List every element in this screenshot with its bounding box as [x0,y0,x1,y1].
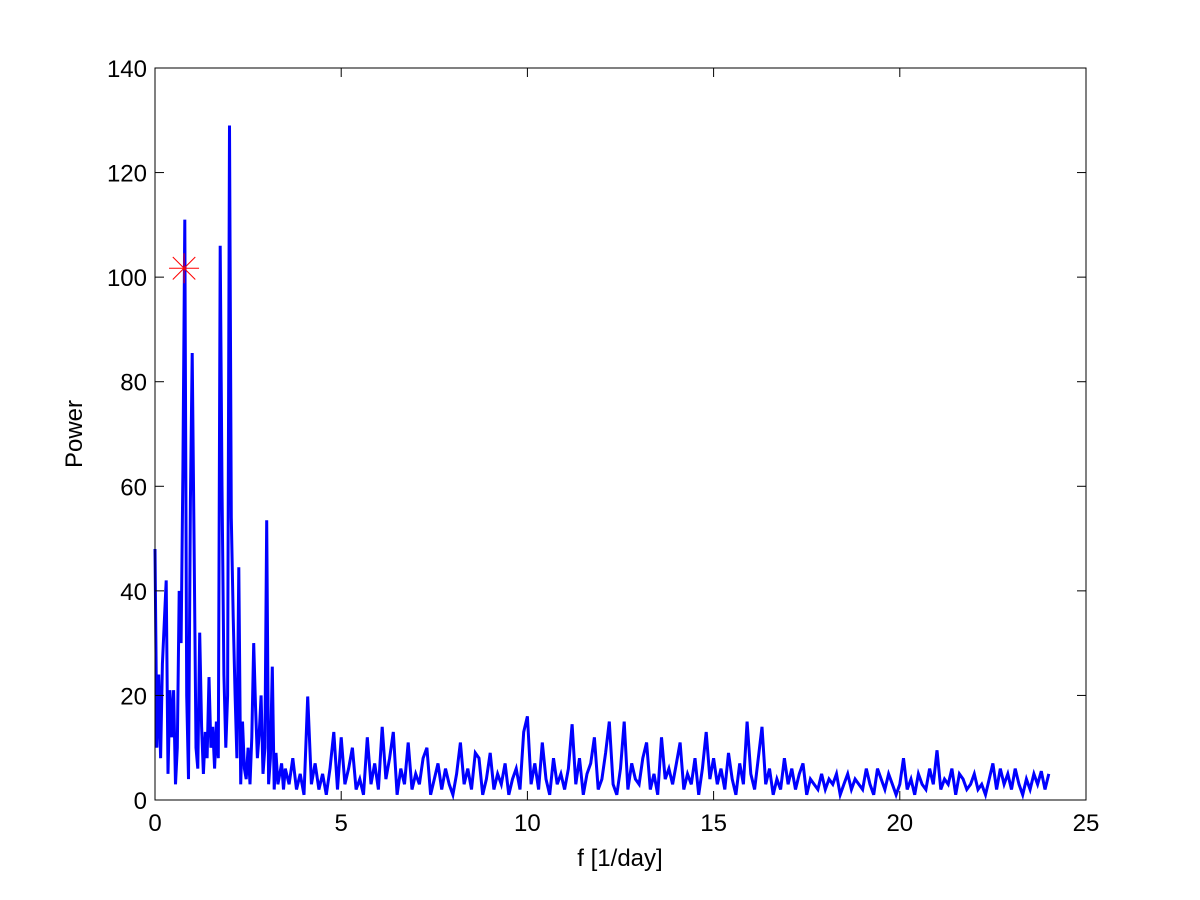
y-tick-label: 60 [120,474,147,501]
plot-area [155,68,1086,800]
y-tick-label: 80 [120,370,147,397]
x-tick-label: 0 [148,810,161,837]
y-tick-label: 20 [120,683,147,710]
marker-layer [169,253,200,284]
x-tick-label: 5 [335,810,348,837]
x-axis-label: f [1/day] [577,845,662,872]
y-axis-label: Power [61,400,88,468]
y-tick-label: 0 [134,788,147,815]
y-tick-label: 140 [107,56,147,83]
axes-box [154,67,1087,801]
series-line [153,125,1051,801]
asterisk-marker [169,253,200,284]
x-tick-label: 20 [886,810,913,837]
series-layer [153,125,1051,801]
tick-layer: 0 5 10 15 20 25 0 20 40 60 80 100 120 140 [107,56,1099,837]
x-tick-label: 10 [514,810,541,837]
y-tick-label: 40 [120,579,147,606]
y-tick-label: 100 [107,265,147,292]
y-tick-label: 120 [107,161,147,188]
x-tick-label: 25 [1073,810,1100,837]
x-tick-label: 15 [700,810,727,837]
